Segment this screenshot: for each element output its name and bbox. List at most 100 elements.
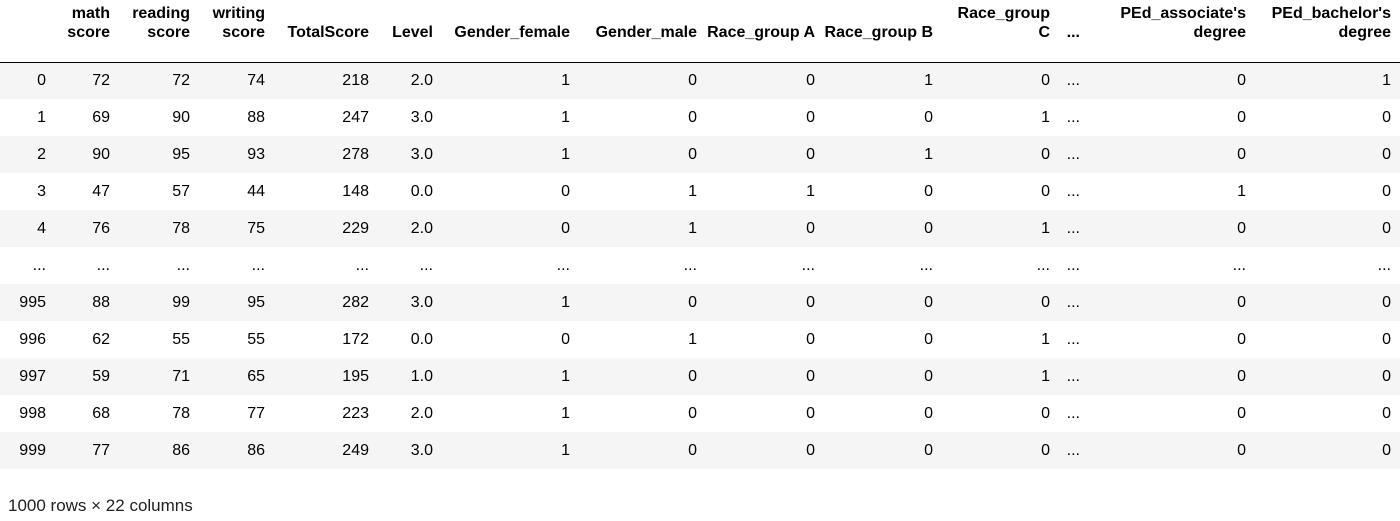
table-cell: 2.0 [410,404,433,422]
table-cell: 0 [688,404,697,422]
table-cell: 68 [92,404,110,422]
table-cell: ... [1066,441,1080,459]
table-cell: ... [1066,293,1080,311]
table-cell: 1 [561,108,570,126]
table-cell: 172 [342,330,369,348]
table-cell: 223 [342,404,369,422]
table-cell: 0 [924,182,933,200]
row-index: 2 [37,145,46,163]
table-cell: 1 [1041,330,1050,348]
table-cell: 3.0 [410,108,433,126]
table-cell: ... [355,256,369,274]
table-cell: 0 [1041,71,1050,89]
table-cell: 1 [688,219,697,237]
table-cell: 1 [806,182,815,200]
table-cell: 0 [1237,367,1246,385]
table-cell: 0 [1237,108,1246,126]
table-cell: 0 [1237,330,1246,348]
table-cell: 75 [247,219,265,237]
column-header: Race_group A [706,0,824,63]
table-cell: 0 [806,441,815,459]
table-cell: 99 [172,293,190,311]
table-cell: ... [96,256,110,274]
column-header: Race_group C [942,0,1059,63]
table-cell: 0 [806,330,815,348]
table-cell: 0 [806,145,815,163]
table-cell: 0 [1382,441,1391,459]
table-cell: 0 [688,293,697,311]
table-cell: 0 [1382,404,1391,422]
table-row: 0 72 72 74 218 2.0 1 0 0 1 0... 0 1 [0,62,1400,99]
table-cell: 1 [561,293,570,311]
table-cell: ... [1066,404,1080,422]
table-cell: 0 [561,182,570,200]
table-cell: 0 [688,71,697,89]
table-cell: 1 [688,330,697,348]
table-cell: 65 [247,367,265,385]
table-cell: 0 [1382,367,1391,385]
column-header: Gender_male [579,0,706,63]
table-cell: 218 [342,71,369,89]
row-index: 0 [37,71,46,89]
table-cell: 1 [561,71,570,89]
table-cell: 0 [1382,293,1391,311]
table-cell: 1 [561,404,570,422]
table-cell: ... [1066,256,1080,274]
table-cell: 0 [1041,441,1050,459]
table-row: 996 62 55 55 172 0.0 0 1 0 0 1... 0 0 [0,321,1400,358]
table-cell: 0.0 [410,182,433,200]
table-row: 1 69 90 88 247 3.0 1 0 0 0 1... 0 0 [0,99,1400,136]
table-cell: ... [801,256,815,274]
table-cell: ... [919,256,933,274]
table-cell: 1 [1041,219,1050,237]
row-index: 995 [19,293,46,311]
table-cell: 0 [1237,293,1246,311]
table-cell: 90 [172,108,190,126]
table-cell: 62 [92,330,110,348]
table-cell: 0 [1237,404,1246,422]
column-header: Level [378,0,442,63]
row-index: 997 [19,367,46,385]
table-cell: ... [1036,256,1050,274]
table-cell: 57 [172,182,190,200]
column-header: PEd_bachelor's degree [1255,0,1400,63]
table-cell: 44 [247,182,265,200]
table-cell: 0 [1382,330,1391,348]
row-index: ... [32,256,46,274]
table-cell: 55 [247,330,265,348]
table-cell: 1 [1041,108,1050,126]
table-cell: 0 [688,441,697,459]
row-index: 1 [37,108,46,126]
column-header: math score [55,0,119,63]
table-row: 3 47 57 44 148 0.0 0 1 1 0 0... 1 0 [0,173,1400,210]
table-cell: 1 [561,441,570,459]
row-index: 996 [19,330,46,348]
table-cell: 0 [1237,145,1246,163]
table-cell: 0 [806,71,815,89]
table-cell: 0 [1382,182,1391,200]
table-cell: 0 [1237,219,1246,237]
row-index: 999 [19,441,46,459]
table-cell: 229 [342,219,369,237]
table-cell: 0 [561,219,570,237]
table-cell: 0.0 [410,330,433,348]
table-cell: 247 [342,108,369,126]
table-cell: ... [176,256,190,274]
table-cell: 3.0 [410,293,433,311]
table-cell: 195 [342,367,369,385]
table-cell: ... [419,256,433,274]
table-cell: ... [251,256,265,274]
header-row: math score reading score writing score T… [0,0,1400,63]
table-cell: 86 [172,441,190,459]
table-cell: 77 [92,441,110,459]
table-cell: 88 [247,108,265,126]
table-cell: 71 [172,367,190,385]
table-cell: 2.0 [410,71,433,89]
table-cell: 1 [1382,71,1391,89]
table-cell: ... [1232,256,1246,274]
table-row: 999 77 86 86 249 3.0 1 0 0 0 0... 0 0 [0,432,1400,469]
table-cell: ... [1066,71,1080,89]
table-row: 2 90 95 93 278 3.0 1 0 0 1 0... 0 0 [0,136,1400,173]
column-header-ellipsis: ... [1059,0,1089,63]
table-cell: 0 [924,367,933,385]
